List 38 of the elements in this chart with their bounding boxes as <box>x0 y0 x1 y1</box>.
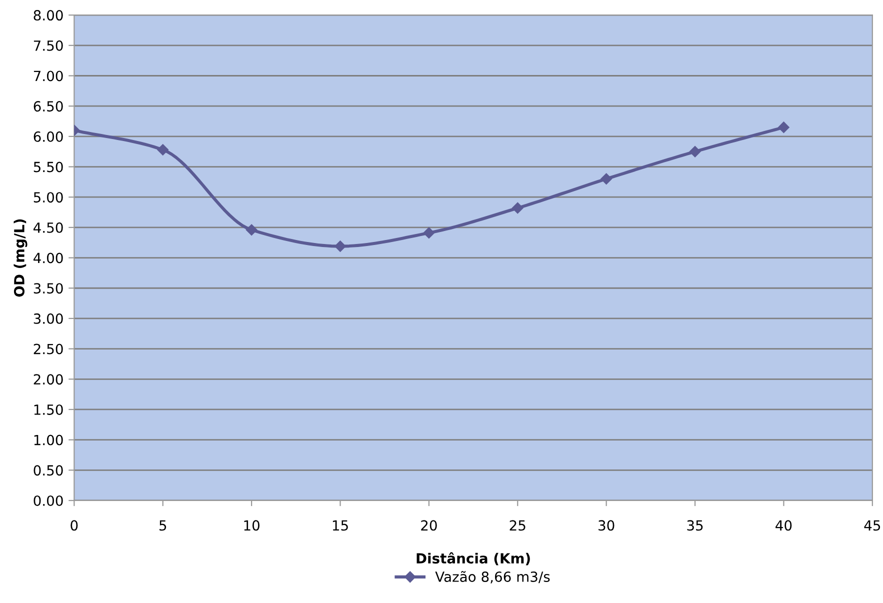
y-tick-label: 2.50 <box>34 344 63 354</box>
y-tick-label: 8.00 <box>34 10 63 21</box>
point <box>334 240 346 252</box>
y-tick-label: 3.00 <box>34 313 63 324</box>
point <box>600 173 612 185</box>
y-tick-label: 7.50 <box>34 40 63 51</box>
x-tick-label: 0 <box>70 520 78 531</box>
y-tick-label: 1.50 <box>34 404 63 415</box>
x-tick-label: 30 <box>598 520 614 531</box>
point <box>689 146 701 158</box>
y-tick-label: 0.00 <box>34 495 63 506</box>
x-tick-label: 15 <box>332 520 348 531</box>
y-tick-label: 2.00 <box>34 374 63 385</box>
point <box>512 202 524 214</box>
x-tick-label: 10 <box>244 520 260 531</box>
x-tick-label: 45 <box>864 520 880 531</box>
y-tick-label: 1.00 <box>34 434 63 446</box>
point <box>423 227 435 239</box>
y-tick-label: 6.50 <box>34 101 63 112</box>
y-tick-label: 3.50 <box>34 283 63 294</box>
x-tick-label: 40 <box>776 520 792 531</box>
x-tick-label: 5 <box>160 520 166 531</box>
x-axis-title: Distância (Km) <box>416 552 530 566</box>
legend-label: Vazão 8,66 m3/s <box>435 571 550 584</box>
y-axis-title: OD (mg/L) <box>14 219 28 297</box>
y-tick-label: 5.00 <box>34 192 63 203</box>
x-tick-label: 35 <box>687 520 703 531</box>
point <box>778 122 790 133</box>
x-tick-label: 25 <box>510 520 526 531</box>
y-tick-label: 6.00 <box>34 131 63 142</box>
y-tick-label: 4.00 <box>34 252 63 264</box>
y-tick-label: 4.50 <box>34 222 63 233</box>
point <box>157 144 168 156</box>
y-tick-label: 7.00 <box>34 70 63 82</box>
point <box>246 224 258 236</box>
x-tick-label: 20 <box>421 520 437 531</box>
y-tick-label: 0.50 <box>34 465 63 476</box>
y-tick-label: 5.50 <box>34 162 63 172</box>
